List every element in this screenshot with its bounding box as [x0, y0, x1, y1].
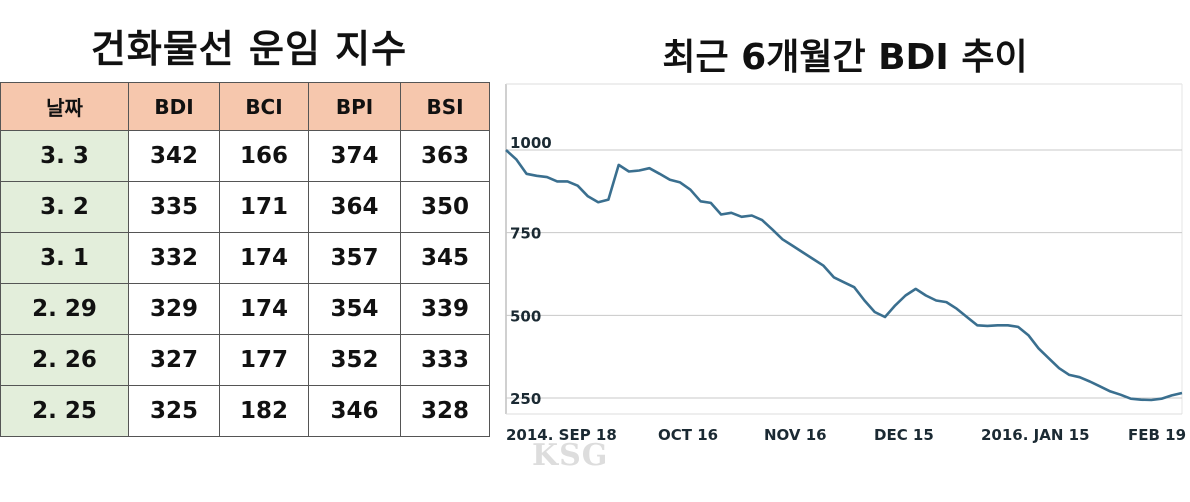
bdi-cell: 325 — [128, 385, 220, 437]
bdi-line-chart: 1000 750 500 250 2014. SEP 18 OCT 16 NOV 16 DEC… — [505, 83, 1186, 444]
bdi-chart-area: 1000 750 500 250 2014. SEP 18 OCT 16 NOV 16 DEC… — [500, 82, 1190, 502]
bdi-cell: 329 — [128, 283, 220, 335]
table-row: 2. 26 327 177 352 333 — [0, 334, 490, 386]
freight-index-table: 날짜 BDI BCI BPI BSI 3. 3 342 166 374 363 … — [0, 82, 490, 437]
table-title: 건화물선 운임 지수 — [90, 27, 408, 71]
bci-cell: 177 — [219, 334, 309, 386]
table-row: 3. 3 342 166 374 363 — [0, 130, 490, 182]
bci-cell: 174 — [219, 232, 309, 284]
bci-cell: 182 — [219, 385, 309, 437]
bdi-cell: 332 — [128, 232, 220, 284]
table-row: 2. 25 325 182 346 328 — [0, 385, 490, 437]
bpi-cell: 364 — [308, 181, 401, 233]
header-bci: BCI — [219, 82, 309, 131]
table-header-row: 날짜 BDI BCI BPI BSI — [0, 82, 490, 131]
bsi-cell: 350 — [400, 181, 490, 233]
bdi-cell: 335 — [128, 181, 220, 233]
x-tick-label: FEB 19 — [1128, 426, 1186, 444]
y-tick-label: 250 — [510, 390, 541, 408]
date-cell: 2. 25 — [0, 385, 129, 437]
bpi-cell: 357 — [308, 232, 401, 284]
bdi-cell: 342 — [128, 130, 220, 182]
bsi-cell: 339 — [400, 283, 490, 335]
y-tick-label: 1000 — [510, 134, 552, 152]
y-tick-label: 750 — [510, 225, 541, 243]
y-tick-label: 500 — [510, 307, 541, 325]
table-row: 3. 2 335 171 364 350 — [0, 181, 490, 233]
chart-title: 최근 6개월간 BDI 추이 — [662, 37, 1028, 78]
x-tick-label: DEC 15 — [874, 426, 934, 444]
bsi-cell: 345 — [400, 232, 490, 284]
bdi-cell: 327 — [128, 334, 220, 386]
x-tick-label: OCT 16 — [658, 426, 718, 444]
date-cell: 2. 26 — [0, 334, 129, 386]
bci-cell: 171 — [219, 181, 309, 233]
x-tick-label: NOV 16 — [764, 426, 827, 444]
x-tick-label: 2016. JAN 15 — [981, 426, 1090, 444]
date-cell: 3. 1 — [0, 232, 129, 284]
ksg-watermark: KSG — [532, 438, 609, 473]
bci-cell: 166 — [219, 130, 309, 182]
header-bdi: BDI — [128, 82, 220, 131]
table-row: 2. 29 329 174 354 339 — [0, 283, 490, 335]
bdi-series-line — [505, 149, 1183, 402]
bpi-cell: 346 — [308, 385, 401, 437]
bpi-cell: 374 — [308, 130, 401, 182]
x-tick-label: 2014. SEP 18 — [506, 426, 617, 444]
bsi-cell: 363 — [400, 130, 490, 182]
date-cell: 3. 3 — [0, 130, 129, 182]
bpi-cell: 354 — [308, 283, 401, 335]
bpi-cell: 352 — [308, 334, 401, 386]
header-date: 날짜 — [0, 82, 129, 131]
table-row: 3. 1 332 174 357 345 — [0, 232, 490, 284]
bci-cell: 174 — [219, 283, 309, 335]
header-bpi: BPI — [308, 82, 401, 131]
bsi-cell: 333 — [400, 334, 490, 386]
date-cell: 3. 2 — [0, 181, 129, 233]
date-cell: 2. 29 — [0, 283, 129, 335]
bsi-cell: 328 — [400, 385, 490, 437]
header-bsi: BSI — [400, 82, 490, 131]
